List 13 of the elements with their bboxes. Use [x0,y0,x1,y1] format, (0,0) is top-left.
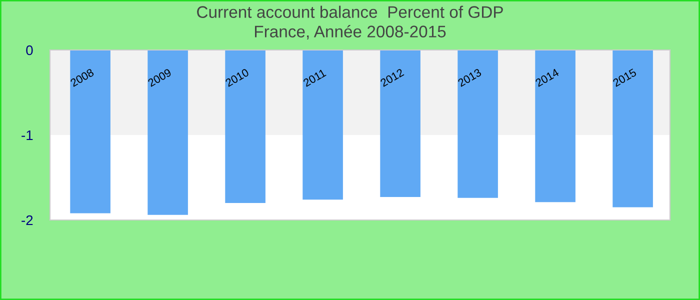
x-tick-label: 2014 [534,68,560,87]
x-tick-label: 2009 [147,68,172,87]
x-tick-label: 2011 [302,68,326,87]
y-tick-label: -2 [22,215,33,226]
y-tick-label: 0 [26,45,33,56]
chart-subtitle: France, Année 2008-2015 [255,25,446,40]
chart-title: Current account balance Percent of GDP [197,6,503,18]
y-tick-label: -1 [22,130,33,140]
x-tick-label: 2008 [70,68,94,87]
x-tick-label: 2013 [457,68,482,87]
x-tick-label: 2012 [380,68,404,87]
x-tick-label: 2010 [224,68,250,87]
x-tick-label: 2015 [612,68,637,87]
